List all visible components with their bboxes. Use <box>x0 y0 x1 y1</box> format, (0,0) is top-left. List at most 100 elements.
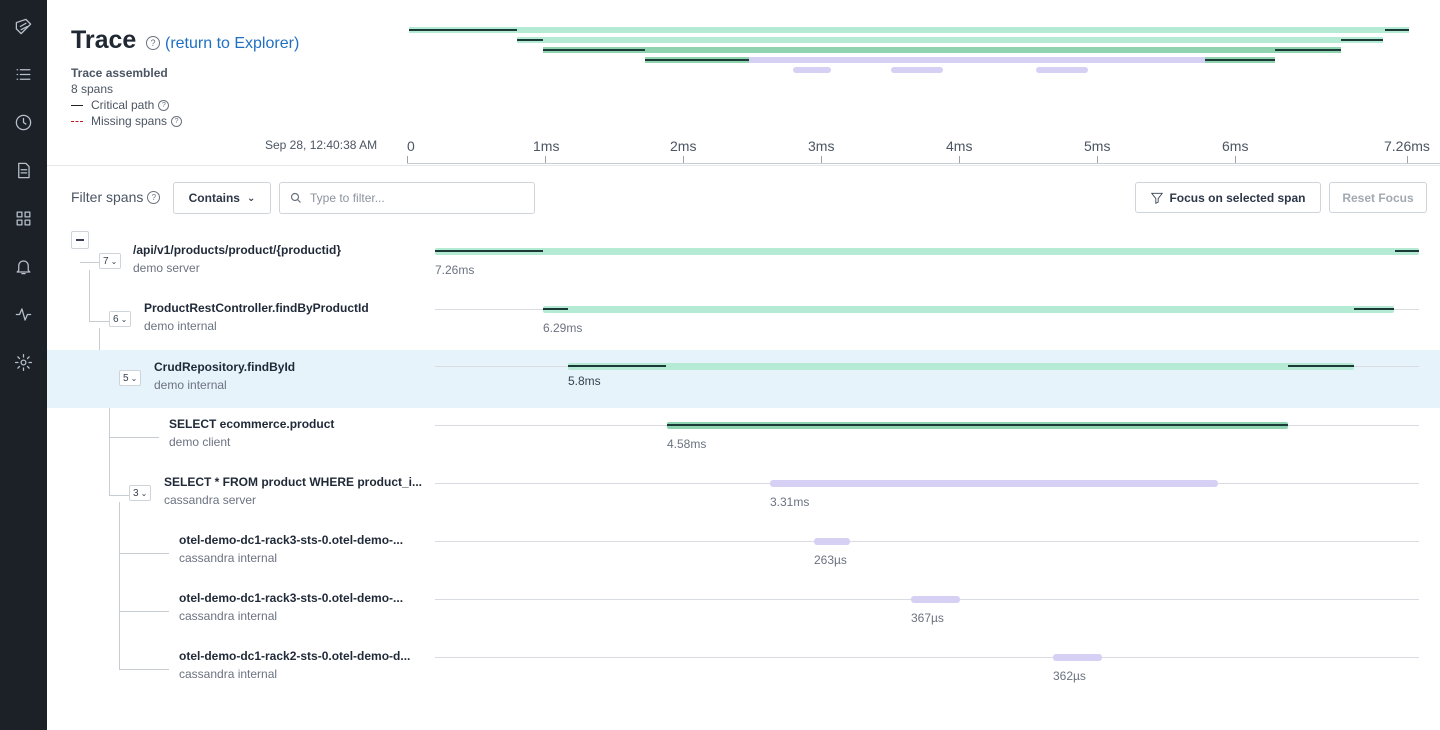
trace-status: Trace assembled <box>71 66 168 80</box>
span-duration: 263µs <box>814 553 847 567</box>
child-count: 3 <box>133 487 139 499</box>
focus-button-label: Focus on selected span <box>1169 190 1306 205</box>
tick-mark <box>1235 156 1236 163</box>
child-count-toggle[interactable]: 6 ⌄ <box>109 311 132 327</box>
document-icon[interactable] <box>11 158 35 182</box>
tree-connector <box>119 611 169 612</box>
span-duration: 6.29ms <box>543 321 583 335</box>
tick-label: 6ms <box>1222 138 1249 154</box>
tick-label: 1ms <box>533 138 560 154</box>
tree-connector <box>109 437 159 438</box>
help-icon[interactable]: ? <box>146 36 160 50</box>
span-row[interactable]: otel-demo-dc1-rack3-sts-0.otel-demo-... … <box>47 531 1440 589</box>
settings-icon[interactable] <box>11 350 35 374</box>
span-bar[interactable] <box>770 480 1218 487</box>
tree-connector <box>89 321 109 322</box>
chevron-down-icon: ⌄ <box>130 373 138 383</box>
legend-missing-spans: Missing spans ? <box>71 114 183 128</box>
tick-mark <box>1407 156 1408 163</box>
spans-count: 8 spans <box>71 82 114 96</box>
filter-input[interactable] <box>308 190 522 206</box>
timeline-track <box>435 657 1419 658</box>
minimap-critical <box>1341 39 1383 41</box>
list-icon[interactable] <box>11 62 35 86</box>
trace-minimap[interactable] <box>409 24 1409 80</box>
filter-input-wrapper <box>279 182 535 214</box>
span-bar[interactable] <box>543 306 1394 313</box>
tick-label: 5ms <box>1084 138 1111 154</box>
time-axis: 0 1ms 2ms 3ms 4ms 5ms 6ms 7.26ms <box>407 136 1440 166</box>
axis-line <box>407 163 1440 164</box>
help-icon[interactable]: ? <box>147 190 161 204</box>
child-count-toggle[interactable]: 3 ⌄ <box>129 485 152 501</box>
minimap-span <box>1036 67 1088 73</box>
child-count: 7 <box>103 255 109 267</box>
missing-spans-swatch <box>71 120 83 122</box>
bell-icon[interactable] <box>11 254 35 278</box>
span-row[interactable]: 7 ⌄ /api/v1/products/product/{productid} … <box>47 241 1440 299</box>
critical-path-segment <box>435 250 543 252</box>
focus-selected-span-button[interactable]: Focus on selected span <box>1135 182 1321 213</box>
minimap-span <box>543 47 1341 53</box>
span-row[interactable]: SELECT ecommerce.product demo client 4.5… <box>47 415 1440 473</box>
span-duration: 4.58ms <box>667 437 707 451</box>
span-bar[interactable] <box>911 596 960 603</box>
tree-connector <box>119 669 169 670</box>
divider <box>47 165 1440 166</box>
child-count-toggle[interactable]: 5 ⌄ <box>119 370 142 386</box>
tick-label: 7.26ms <box>1384 138 1430 154</box>
activity-icon[interactable] <box>11 302 35 326</box>
child-count-toggle[interactable]: 7 ⌄ <box>99 253 122 269</box>
span-service: demo server <box>133 261 200 275</box>
legend-critical-label: Critical path <box>91 98 155 112</box>
span-bar[interactable] <box>568 363 1354 370</box>
tree-connector <box>80 262 99 263</box>
minimap-critical <box>543 49 645 51</box>
span-row-selected[interactable]: 5 ⌄ CrudRepository.findById demo internal… <box>47 350 1440 408</box>
logo-icon[interactable] <box>11 14 35 38</box>
reset-focus-button[interactable]: Reset Focus <box>1329 182 1427 213</box>
child-count: 5 <box>123 372 129 384</box>
critical-path-segment <box>543 308 568 310</box>
critical-path-segment <box>667 424 1288 426</box>
span-row[interactable]: otel-demo-dc1-rack2-sts-0.otel-demo-d...… <box>47 647 1440 705</box>
span-duration: 3.31ms <box>770 495 810 509</box>
filter-mode-select[interactable]: Contains ⌄ <box>173 182 271 214</box>
clock-icon[interactable] <box>11 110 35 134</box>
chevron-down-icon: ⌄ <box>110 256 118 266</box>
span-name: SELECT ecommerce.product <box>169 417 335 431</box>
minimap-critical <box>517 39 543 41</box>
span-name: otel-demo-dc1-rack3-sts-0.otel-demo-... <box>179 591 404 605</box>
chevron-down-icon: ⌄ <box>246 192 256 204</box>
filter-spans-label: Filter spans ? <box>71 189 161 205</box>
minimap-critical <box>1385 29 1409 31</box>
span-bar[interactable] <box>1053 654 1102 661</box>
tick-mark <box>959 156 960 163</box>
span-service: demo internal <box>144 319 217 333</box>
chevron-down-icon: ⌄ <box>120 314 128 324</box>
grid-icon[interactable] <box>11 206 35 230</box>
minimap-span <box>793 67 831 73</box>
chevron-down-icon: ⌄ <box>140 488 148 498</box>
span-bar[interactable] <box>814 538 850 545</box>
trace-view: Trace ? (return to Explorer) Trace assem… <box>47 0 1440 730</box>
span-row[interactable]: otel-demo-dc1-rack3-sts-0.otel-demo-... … <box>47 589 1440 647</box>
span-row[interactable]: 3 ⌄ SELECT * FROM product WHERE product_i… <box>47 473 1440 531</box>
legend-missing-label: Missing spans <box>91 114 168 128</box>
minimap-span <box>891 67 943 73</box>
tree-connector <box>109 386 110 495</box>
help-icon[interactable]: ? <box>171 115 183 127</box>
return-to-explorer-link[interactable]: (return to Explorer) <box>165 35 300 52</box>
tick-mark <box>1097 156 1098 163</box>
span-service: cassandra internal <box>179 551 278 565</box>
help-icon[interactable]: ? <box>158 99 170 111</box>
minimap-span <box>749 57 1205 63</box>
search-icon <box>290 192 301 203</box>
tick-mark <box>821 156 822 163</box>
span-name: /api/v1/products/product/{productid} <box>133 243 342 257</box>
span-duration: 362µs <box>1053 669 1086 683</box>
span-row[interactable]: 6 ⌄ ProductRestController.findByProductId… <box>47 299 1440 357</box>
collapse-all-button[interactable] <box>71 231 89 249</box>
span-bar[interactable] <box>435 248 1419 255</box>
span-name: SELECT * FROM product WHERE product_i... <box>164 475 422 489</box>
